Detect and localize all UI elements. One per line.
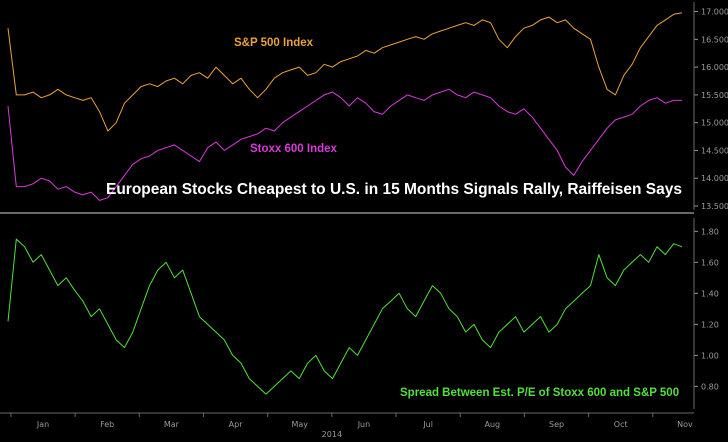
x-tick-label: Aug <box>485 420 501 429</box>
x-tick-label: Feb <box>100 420 114 429</box>
x-axis-year: 2014 <box>322 430 342 439</box>
y-tick-label: 14.0000 <box>701 174 728 183</box>
y-tick-label: 16.5000 <box>701 35 728 44</box>
x-tick-label: May <box>291 420 308 429</box>
spread-series-label: Spread Between Est. P/E of Stoxx 600 and… <box>400 387 679 399</box>
bottom-y-axis: 1.80 1.60 1.40 1.20 1.00 0.80 <box>693 218 719 409</box>
top-y-axis: 17.0000 16.5000 16.0000 15.5000 15.0000 14.50… <box>693 2 728 211</box>
y-tick-label: 13.5000 <box>701 202 728 211</box>
y-tick-label: 16.0000 <box>701 63 728 72</box>
y-tick-label: 0.80 <box>701 382 719 391</box>
x-tick-label: Nov <box>677 420 693 429</box>
series-line-0-0 <box>7 12 683 132</box>
bottom-panel <box>7 238 683 395</box>
y-tick-label: 14.5000 <box>701 146 728 155</box>
x-tick-label: Sep <box>549 420 564 429</box>
series-line-1-0 <box>7 238 683 395</box>
y-tick-label: 1.20 <box>701 320 719 329</box>
y-tick-label: 15.5000 <box>701 91 728 100</box>
x-tick-label: Apr <box>229 420 244 429</box>
x-tick-label: Mar <box>164 420 180 429</box>
x-tick-label: Jun <box>357 420 371 429</box>
y-tick-label: 1.00 <box>701 351 719 360</box>
stoxx600-series-label: Stoxx 600 Index <box>250 143 338 155</box>
y-tick-label: 15.0000 <box>701 119 728 128</box>
y-tick-label: 1.60 <box>701 258 719 267</box>
headline: European Stocks Cheapest to U.S. in 15 M… <box>106 181 682 198</box>
sp500-series-label: S&P 500 Index <box>234 37 314 49</box>
top-panel <box>7 12 683 201</box>
x-tick-label: Jan <box>36 420 49 429</box>
series-line-0-1 <box>7 88 682 201</box>
y-tick-label: 1.40 <box>701 289 719 298</box>
y-tick-label: 17.0000 <box>701 8 728 17</box>
x-axis: Jan Feb Mar Apr May Jun Jul Aug Sep Oct Nov 2014 <box>0 412 694 439</box>
x-tick-label: Jul <box>422 420 433 429</box>
x-tick-label: Oct <box>614 420 628 429</box>
y-tick-label: 1.80 <box>701 227 719 236</box>
